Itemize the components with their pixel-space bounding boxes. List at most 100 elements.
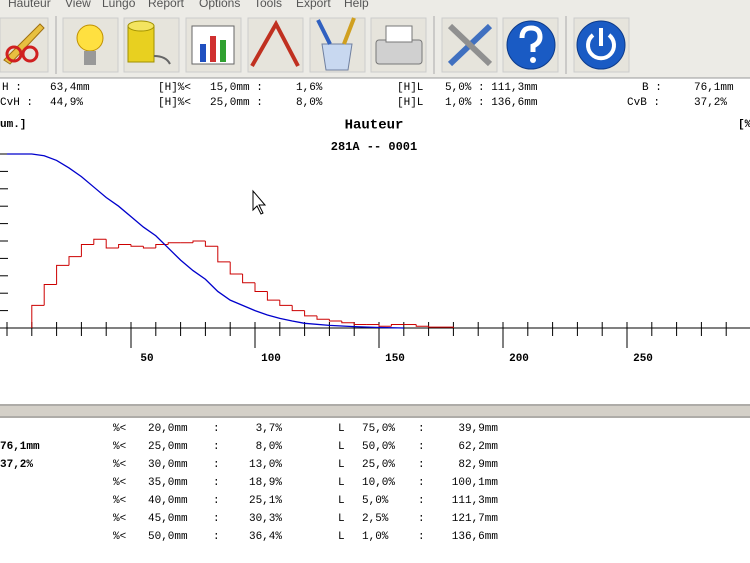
plug-cable xyxy=(153,55,171,65)
menu-item[interactable]: Help xyxy=(344,0,369,10)
stat-text: 8,0% xyxy=(296,97,323,109)
histogram-bin xyxy=(266,291,280,301)
table-cell: %< xyxy=(113,531,126,543)
pen-cup-icon xyxy=(321,43,353,71)
histogram-bin xyxy=(56,264,69,285)
table-cell: 35,0mm xyxy=(148,477,188,489)
ruler-icon xyxy=(3,23,45,65)
table-cell: 1,0% xyxy=(362,531,389,543)
table-cell: %< xyxy=(113,441,126,453)
menu-item[interactable]: Export xyxy=(296,0,331,10)
table-cell: %< xyxy=(113,459,126,471)
pencil xyxy=(342,17,356,45)
histogram-bin xyxy=(341,321,355,324)
table-cell: %< xyxy=(113,423,126,435)
histogram-bin xyxy=(316,315,330,320)
table-cell: L xyxy=(338,423,345,435)
mouse-cursor xyxy=(252,189,267,215)
menu-item[interactable]: View xyxy=(65,0,91,10)
chart-title: Hauteur xyxy=(345,118,404,134)
table-cell: 20,0mm xyxy=(148,423,188,435)
menu-item[interactable]: Hauteur xyxy=(8,0,51,10)
scissors-icon xyxy=(21,45,39,63)
table-cell: 18,9% xyxy=(249,477,282,489)
histogram-bin xyxy=(229,261,243,275)
cumulative-line xyxy=(7,153,404,329)
table-cell: 5,0% xyxy=(362,495,389,507)
table-cell: L xyxy=(338,441,345,453)
x-tick-label: 100 xyxy=(261,353,281,365)
x-tick-label: 200 xyxy=(509,353,529,365)
table-cell: : xyxy=(213,441,220,453)
table-cell: 30,0mm xyxy=(148,459,188,471)
menu-item[interactable]: Options xyxy=(199,0,240,10)
table-bar xyxy=(200,44,206,62)
table-cell: : xyxy=(213,459,220,471)
table-cell: L xyxy=(338,477,345,489)
splitter[interactable] xyxy=(0,404,750,418)
x-tick-label: 50 xyxy=(140,353,153,365)
toolbar xyxy=(0,16,630,74)
table-cell: 3,7% xyxy=(256,423,283,435)
table-cell: 50,0% xyxy=(362,441,395,453)
stat-text: [H]L xyxy=(397,97,423,109)
bulb-base xyxy=(84,51,96,65)
power-glyph xyxy=(586,33,616,61)
stat-text: 1,6% xyxy=(296,82,323,94)
histogram-bin xyxy=(291,305,305,312)
histogram-bin xyxy=(390,324,404,327)
y-axis-label: um.] xyxy=(0,119,26,131)
stat-text: CvH : xyxy=(0,97,33,109)
histogram-bin xyxy=(353,322,367,326)
pen xyxy=(316,19,332,45)
stat-text: [H]L xyxy=(397,82,423,94)
table-cell: 136,6mm xyxy=(452,531,499,543)
summary-value: 37,2% xyxy=(0,459,33,471)
histogram-bin xyxy=(415,324,429,327)
stat-text: 1,0% : 136,6mm xyxy=(445,97,538,109)
summary-value: 76,1mm xyxy=(0,441,40,453)
menu-item[interactable]: Lungo xyxy=(102,0,136,10)
printer-paper xyxy=(385,25,413,43)
table-cell: 50,0mm xyxy=(148,531,188,543)
table-cell: : xyxy=(418,423,425,435)
histogram-bin xyxy=(242,274,255,284)
stat-text: H : xyxy=(2,82,22,94)
table-cell: : xyxy=(213,495,220,507)
table-cell: L xyxy=(338,495,345,507)
table-cell: 8,0% xyxy=(256,441,283,453)
table-cell: : xyxy=(213,531,220,543)
stat-text: [H]%< xyxy=(158,97,191,109)
table-cell: 75,0% xyxy=(362,423,395,435)
chart-subtitle: 281A -- 0001 xyxy=(331,140,417,154)
table-cell: 30,3% xyxy=(249,513,282,525)
table-cell: 100,1mm xyxy=(452,477,499,489)
table-cell: 45,0mm xyxy=(148,513,188,525)
y2-axis-label: [% xyxy=(738,119,750,131)
stat-text: 76,1mm xyxy=(694,82,734,94)
histogram-bin xyxy=(68,256,82,266)
table-cell: 25,0% xyxy=(362,459,395,471)
table-cell: 111,3mm xyxy=(452,495,499,507)
table-cell: : xyxy=(418,477,425,489)
menu-item[interactable]: Tools xyxy=(254,0,282,10)
histogram-bin xyxy=(217,246,231,263)
histogram-bin xyxy=(254,282,268,292)
table-cell: 25,1% xyxy=(249,495,282,507)
scissors-icon xyxy=(5,45,23,63)
x-tick-label: 150 xyxy=(385,353,405,365)
x-tick-label: 250 xyxy=(633,353,653,365)
stat-text: 37,2% xyxy=(694,97,727,109)
stat-text: 63,4mm xyxy=(50,82,90,94)
table-cell: : xyxy=(213,423,220,435)
table-cell: %< xyxy=(113,477,126,489)
histogram-bin xyxy=(304,310,317,317)
table-cell: L xyxy=(338,531,345,543)
menu-item[interactable]: Report xyxy=(148,0,185,10)
table-cell: : xyxy=(418,513,425,525)
table-cell: : xyxy=(418,531,425,543)
stat-text: 5,0% : 111,3mm xyxy=(445,82,538,94)
table-cell: %< xyxy=(113,513,126,525)
histogram-bin xyxy=(130,244,144,247)
help-glyph-dot xyxy=(530,57,536,63)
